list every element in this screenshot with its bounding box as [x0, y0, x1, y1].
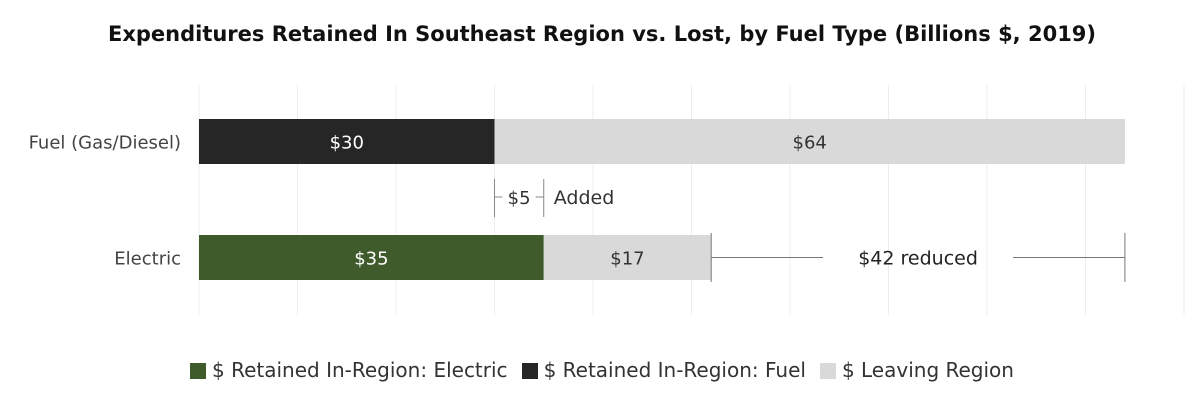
legend: $ Retained In-Region: Electric $ Retained…: [0, 356, 1204, 382]
annotation-label: $5: [508, 188, 531, 209]
category-label: Fuel (Gas/Diesel): [29, 133, 181, 154]
category-labels: Fuel (Gas/Diesel) Electric: [29, 133, 181, 270]
legend-label: $ Retained In-Region: Fuel: [543, 357, 806, 382]
annotations: $5 Added $42 reduced: [494, 179, 1126, 282]
legend-swatch: [190, 362, 207, 379]
annotation-label: Added: [554, 187, 615, 209]
data-label: $64: [793, 133, 827, 154]
data-label: $30: [330, 133, 364, 154]
bar-segment: [494, 119, 1125, 164]
bar-segment: [199, 235, 544, 280]
bar-segment: [199, 119, 495, 164]
data-label: $35: [354, 249, 388, 270]
data-label: $17: [610, 249, 644, 270]
legend-swatch: [819, 362, 836, 379]
legend-label: $ Leaving Region: [841, 357, 1014, 382]
annotation-label: $42 reduced: [858, 248, 978, 270]
legend-item: $ Leaving Region: [819, 357, 1014, 382]
legend-item: $ Retained In-Region: Electric: [190, 358, 508, 382]
chart-title: Expenditures Retained In Southeast Regio…: [107, 22, 1097, 46]
added-bracket: $5 Added: [494, 179, 615, 217]
reduced-bracket: $42 reduced: [710, 233, 1126, 282]
legend-item: $ Retained In-Region: Fuel: [521, 357, 806, 382]
legend-swatch: [521, 362, 538, 379]
category-label: Electric: [114, 249, 181, 270]
bars: $30 $64 $35 $17: [199, 119, 1125, 280]
bar-segment: [543, 235, 712, 280]
legend-label: $ Retained In-Region: Electric: [212, 357, 508, 382]
